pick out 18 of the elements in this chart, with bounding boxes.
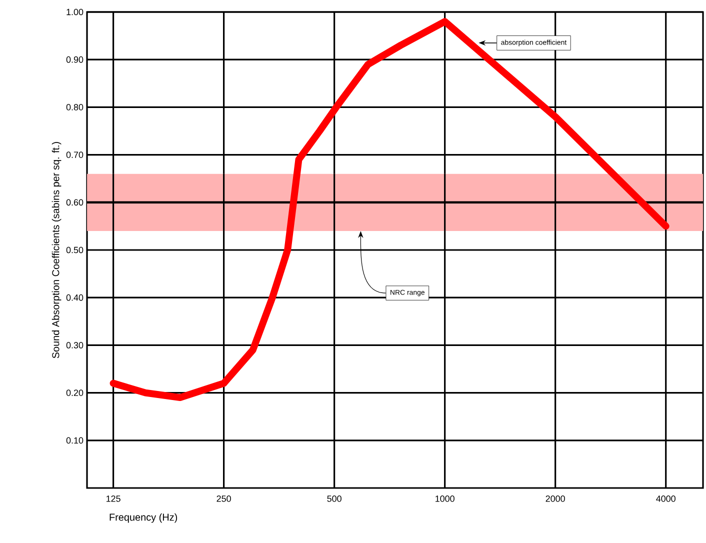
y-tick-label: 0.80 [66,104,84,110]
x-tick-label: 125 [106,496,120,502]
y-tick-label: 0.60 [66,199,84,206]
y-tick-label: 1.00 [66,8,84,16]
x-tick-label: 2000 [546,496,565,502]
y-tick-label: 0.40 [66,294,84,301]
x-tick-label: 500 [327,496,342,502]
y-tick-label: 0.50 [66,246,84,254]
y-tick-label: 0.10 [66,437,84,444]
x-tick-label: 250 [216,496,231,502]
y-tick-label: 0.70 [66,152,84,158]
y-axis-title: Sound Absorption Coefficients (sabins per sq. ft.) [52,142,62,358]
y-tick-label: 0.30 [66,342,84,348]
y-tick-label: 0.90 [66,56,84,63]
x-tick-label: 1000 [436,496,454,502]
x-tick-label: 4000 [656,496,676,502]
y-tick-label: 0.20 [66,390,84,396]
x-axis-title: Frequency (Hz) [110,513,178,523]
